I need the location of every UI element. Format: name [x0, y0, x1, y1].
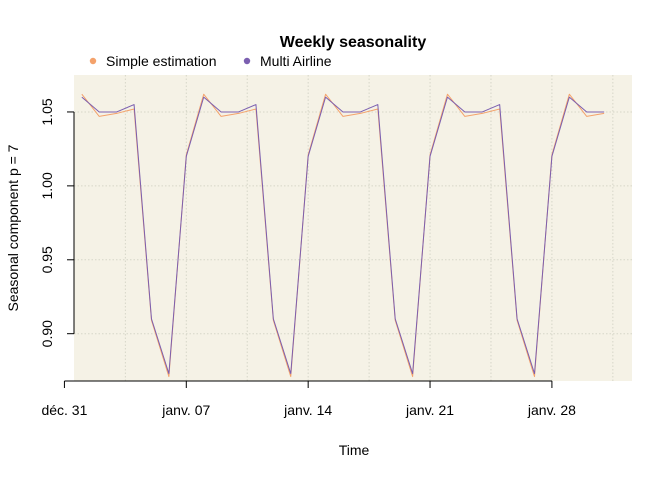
chart-title: Weekly seasonality: [280, 34, 427, 51]
y-tick-label: 0.95: [39, 246, 55, 273]
legend-label-simple-estimation: Simple estimation: [106, 53, 217, 69]
legend-label-multi-airline: Multi Airline: [260, 53, 332, 69]
legend-marker-simple-estimation: [89, 57, 97, 65]
series-line-multi-airline: [81, 96, 605, 375]
x-axis-title: Time: [339, 442, 370, 458]
x-tick-label: janv. 28: [527, 402, 576, 418]
y-axis-title: Seasonal component p = 7: [5, 144, 21, 311]
y-tick-label: 0.90: [39, 320, 55, 347]
x-tick-label: janv. 14: [283, 402, 332, 418]
legend: Simple estimation Multi Airline: [89, 53, 332, 69]
series-layer: [81, 93, 605, 378]
x-tick-label: déc. 31: [41, 402, 87, 418]
y-tick-label: 1.00: [39, 172, 55, 199]
legend-marker-multi-airline: [243, 57, 251, 65]
y-tick-label: 1.05: [39, 98, 55, 125]
x-tick-label: janv. 07: [161, 402, 210, 418]
plot-background: [74, 75, 632, 381]
x-tick-label: janv. 21: [405, 402, 454, 418]
axes: déc. 31 janv. 07 janv. 14 janv. 21 janv. 28 0…: [39, 98, 576, 418]
